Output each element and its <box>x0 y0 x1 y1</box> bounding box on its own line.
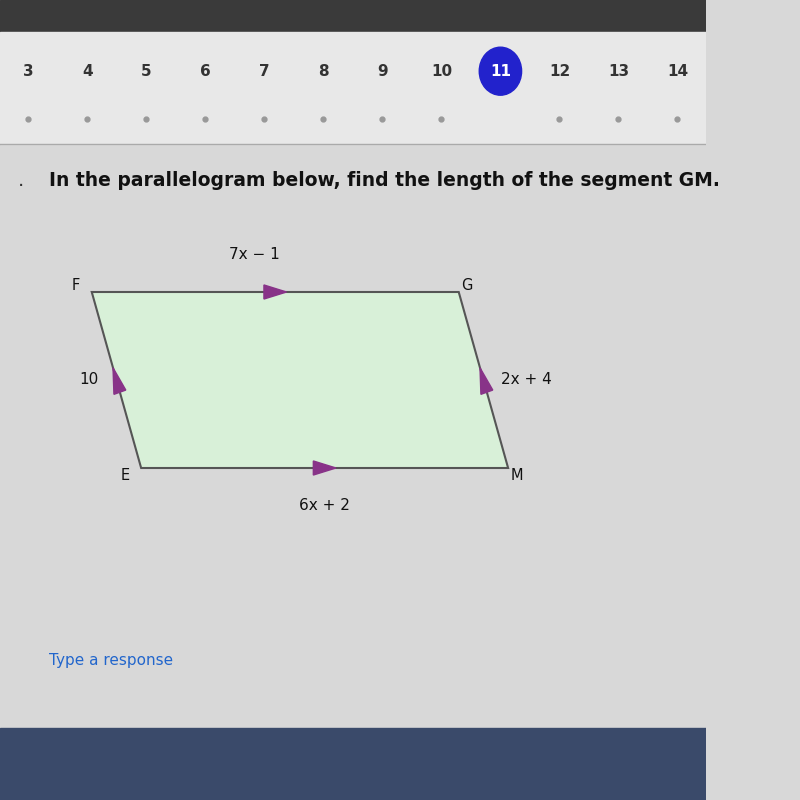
Text: 11: 11 <box>490 64 511 78</box>
Text: 5: 5 <box>141 64 151 78</box>
Text: E: E <box>121 469 130 483</box>
Text: 7x − 1: 7x − 1 <box>229 246 279 262</box>
Text: In the parallelogram below, find the length of the segment GM.: In the parallelogram below, find the len… <box>50 170 720 190</box>
Text: G: G <box>462 278 473 293</box>
Bar <box>0 0 706 32</box>
Polygon shape <box>314 461 336 475</box>
Text: 10: 10 <box>79 373 99 387</box>
Text: 7: 7 <box>259 64 270 78</box>
Text: 6x + 2: 6x + 2 <box>299 498 350 514</box>
Text: F: F <box>72 278 80 293</box>
Text: 4: 4 <box>82 64 93 78</box>
Text: 6: 6 <box>200 64 210 78</box>
Polygon shape <box>480 368 493 394</box>
Text: 2x + 4: 2x + 4 <box>501 373 552 387</box>
Text: Type a response: Type a response <box>50 653 174 667</box>
Bar <box>0 728 706 800</box>
Text: 9: 9 <box>377 64 388 78</box>
Polygon shape <box>92 292 508 468</box>
Text: 13: 13 <box>608 64 629 78</box>
Polygon shape <box>264 285 286 299</box>
Text: 12: 12 <box>549 64 570 78</box>
Bar <box>0 32 706 144</box>
Polygon shape <box>113 368 126 394</box>
Text: .: . <box>18 170 24 190</box>
Text: M: M <box>510 469 523 483</box>
Circle shape <box>479 47 522 95</box>
Text: 8: 8 <box>318 64 329 78</box>
Text: 14: 14 <box>667 64 688 78</box>
Text: 10: 10 <box>431 64 452 78</box>
Text: 3: 3 <box>23 64 34 78</box>
